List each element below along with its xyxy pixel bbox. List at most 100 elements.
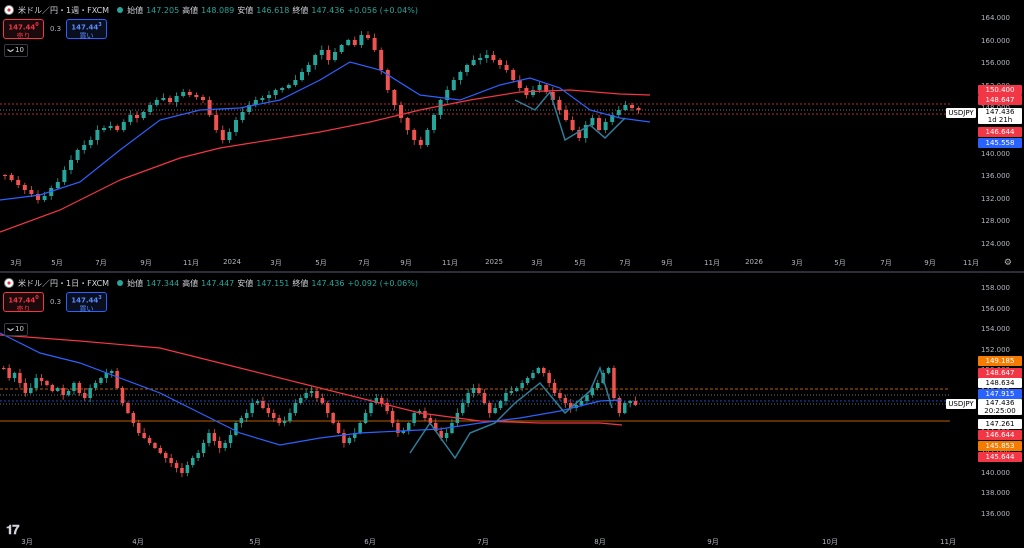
ohlc-key: 安値 xyxy=(237,5,254,15)
candle-body xyxy=(131,413,136,423)
candle-body xyxy=(250,403,254,413)
candle-body xyxy=(428,418,433,423)
candle-body xyxy=(390,411,395,423)
candle-body xyxy=(201,443,206,453)
candle-body xyxy=(369,403,373,413)
buy-label: 買い xyxy=(79,305,94,314)
price-tick-label: 156.000 xyxy=(981,304,1010,313)
candle-body xyxy=(407,423,411,431)
time-tick-label: 11月 xyxy=(183,259,199,267)
weekly-indicators-toggle[interactable]: ❯10 xyxy=(4,44,28,57)
market-status-icon xyxy=(117,280,124,286)
candle-body xyxy=(590,388,595,395)
candle-body xyxy=(61,388,65,395)
candle-body xyxy=(214,115,219,130)
gear-icon[interactable]: ⚙ xyxy=(1003,258,1012,268)
candle-body xyxy=(331,413,335,423)
candle-body xyxy=(412,130,417,140)
time-tick-label: 4月 xyxy=(132,538,144,546)
candle-body xyxy=(23,383,28,393)
candle-body xyxy=(16,180,21,185)
candle-body xyxy=(417,411,422,413)
candle-body xyxy=(525,378,530,383)
daily-chart-canvas[interactable] xyxy=(0,273,1024,548)
candle-body xyxy=(603,122,608,130)
candle-body xyxy=(234,120,238,132)
candle-body xyxy=(228,435,233,443)
candle-body xyxy=(418,140,423,145)
daily-buy-button[interactable]: 147.443 買い xyxy=(66,292,107,314)
candle-body xyxy=(300,72,304,80)
daily-indicators-toggle[interactable]: ❯10 xyxy=(4,323,28,336)
candle-body xyxy=(185,465,190,473)
daily-symbol-title[interactable]: 米ドル／円・1日・FXCM xyxy=(18,278,110,288)
candle-body xyxy=(628,401,632,403)
price-tag: 147.261 xyxy=(978,419,1022,429)
ohlc-key: 高値 xyxy=(182,278,199,288)
pane-divider[interactable] xyxy=(0,271,1024,273)
candle-body xyxy=(515,388,519,391)
candle-body xyxy=(564,110,568,120)
weekly-chart-pane[interactable]: 米ドル／円・1週・FXCM 始値 147.205 高値 148.089 安値 146.61… xyxy=(0,0,1024,272)
time-tick-label: 9月 xyxy=(707,538,719,546)
candle-body xyxy=(315,391,319,398)
candle-body xyxy=(425,130,430,145)
zigzag-line xyxy=(514,90,626,142)
candle-body xyxy=(471,60,476,65)
candle-body xyxy=(174,96,179,102)
candle-body xyxy=(550,92,555,100)
candle-body xyxy=(29,190,34,194)
candle-body xyxy=(115,126,120,130)
weekly-sell-button[interactable]: 147.440 売り xyxy=(3,19,44,40)
candle-body xyxy=(299,398,303,403)
candle-body xyxy=(201,97,205,100)
candle-body xyxy=(326,50,331,60)
time-tick-label: 9月 xyxy=(140,259,152,267)
candle-body xyxy=(104,373,109,378)
candle-body xyxy=(612,368,616,398)
weekly-chart-canvas[interactable] xyxy=(0,0,1024,272)
candle-body xyxy=(509,391,514,393)
candle-body xyxy=(304,393,308,398)
candle-body xyxy=(55,182,60,188)
candle-body xyxy=(333,52,337,60)
candle-body xyxy=(498,60,502,65)
candle-body xyxy=(346,40,351,45)
candle-body xyxy=(99,378,103,383)
long-moving-average-line xyxy=(0,334,623,426)
candle-body xyxy=(569,403,573,408)
daily-chart-pane[interactable]: 米ドル／円・1日・FXCM 始値 147.344 高値 147.447 安値 147.15… xyxy=(0,273,1024,548)
candle-body xyxy=(439,431,443,438)
weekly-symbol-title[interactable]: 米ドル／円・1週・FXCM xyxy=(18,5,110,15)
candle-body xyxy=(227,132,232,140)
candle-body xyxy=(62,170,67,182)
weekly-countdown: 1d 21h xyxy=(987,116,1013,124)
ohlc-value: +0.056 (+0.04%) xyxy=(347,5,418,15)
candle-body xyxy=(93,383,98,388)
tradingview-logo[interactable]: 𝟏𝟕 xyxy=(6,523,20,538)
candle-body xyxy=(261,401,265,408)
candle-body xyxy=(7,368,11,378)
candle-body xyxy=(137,423,141,433)
candle-body xyxy=(164,453,168,458)
candle-body xyxy=(374,398,379,403)
candle-body xyxy=(544,85,549,92)
price-tag: 146.644 xyxy=(978,430,1022,440)
candle-body xyxy=(83,393,87,398)
candle-body xyxy=(39,378,44,381)
candle-body xyxy=(255,401,260,403)
candle-body xyxy=(570,120,575,130)
daily-countdown: 20:25:00 xyxy=(984,407,1016,415)
weekly-current-price-tag: 147.436 1d 21h xyxy=(978,108,1022,124)
candle-body xyxy=(359,35,364,45)
candle-body xyxy=(617,398,622,413)
daily-sell-button[interactable]: 147.440 売り xyxy=(3,292,44,313)
buy-price: 147.44 xyxy=(71,23,99,32)
price-tag: 150.400 xyxy=(978,85,1022,95)
weekly-buy-button[interactable]: 147.443 買い xyxy=(66,19,107,40)
time-tick-label: 9月 xyxy=(924,259,936,267)
buy-price-pip: 3 xyxy=(98,295,102,301)
buy-price-pip: 3 xyxy=(98,22,102,28)
candle-body xyxy=(623,403,627,413)
candle-body xyxy=(293,80,298,85)
